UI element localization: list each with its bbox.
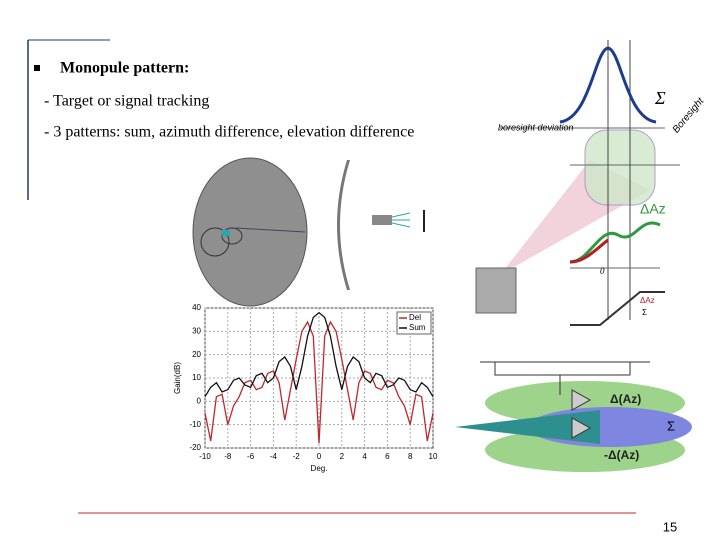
axis-line xyxy=(235,227,306,233)
series-line xyxy=(204,320,434,444)
legend-label: Del xyxy=(409,313,421,322)
az-curve xyxy=(569,238,609,264)
feed-side xyxy=(372,215,392,225)
antenna-feed xyxy=(200,227,230,257)
legend-label: Sum xyxy=(409,323,426,332)
x-tick-label: 0 xyxy=(317,452,322,461)
network xyxy=(480,361,650,395)
beam-cross-section xyxy=(584,129,656,206)
y-tick-label: -10 xyxy=(189,420,201,429)
beam-core xyxy=(455,410,600,444)
x-tick-label: -6 xyxy=(247,452,255,461)
antenna-dish xyxy=(192,157,308,307)
series-line xyxy=(204,311,434,398)
feed-horn xyxy=(222,230,230,236)
label: Δ(Az) xyxy=(610,392,641,406)
label: -Δ(Az) xyxy=(604,448,639,462)
x-tick-label: 8 xyxy=(408,452,413,461)
label: Σ xyxy=(654,88,666,108)
x-tick-label: -4 xyxy=(270,452,278,461)
x-tick-label: -8 xyxy=(224,452,232,461)
label: ΔAz xyxy=(640,201,666,217)
radar-unit xyxy=(475,267,517,314)
x-tick-label: 2 xyxy=(340,452,345,461)
label: Σ xyxy=(667,418,675,433)
y-tick-label: -20 xyxy=(189,443,201,452)
y-tick-label: 30 xyxy=(192,326,201,335)
x-tick-label: 10 xyxy=(429,452,438,461)
label: boresight deviation xyxy=(498,122,574,132)
feed-beam xyxy=(391,212,411,228)
x-axis-label: Deg. xyxy=(311,464,328,473)
label: Σ xyxy=(642,308,647,317)
bullet xyxy=(34,65,40,71)
amplifier xyxy=(571,389,592,411)
dish-profile xyxy=(337,160,350,290)
y-tick-label: 0 xyxy=(197,396,202,405)
y-tick-label: 20 xyxy=(192,350,201,359)
item: - Target or signal tracking xyxy=(44,93,209,110)
y-axis-label: Gain(dB) xyxy=(173,362,182,394)
page-number: 15 xyxy=(663,519,677,534)
x-tick-label: 6 xyxy=(385,452,390,461)
item: - 3 patterns: sum, azimuth difference, e… xyxy=(44,124,414,141)
label: Boresight xyxy=(671,95,707,135)
x-tick-label: -2 xyxy=(293,452,301,461)
heading: Monopule pattern: xyxy=(60,60,189,77)
label: 0 xyxy=(600,266,605,276)
x-tick-label: 4 xyxy=(362,452,367,461)
y-tick-label: 10 xyxy=(192,373,201,382)
label: ΔAz xyxy=(640,296,655,305)
amplifier xyxy=(571,417,592,439)
x-tick-label: -10 xyxy=(199,452,211,461)
az-curve xyxy=(569,221,661,264)
y-tick-label: 40 xyxy=(192,303,201,312)
sum-curve xyxy=(559,46,657,124)
ratio-curve xyxy=(570,291,665,326)
